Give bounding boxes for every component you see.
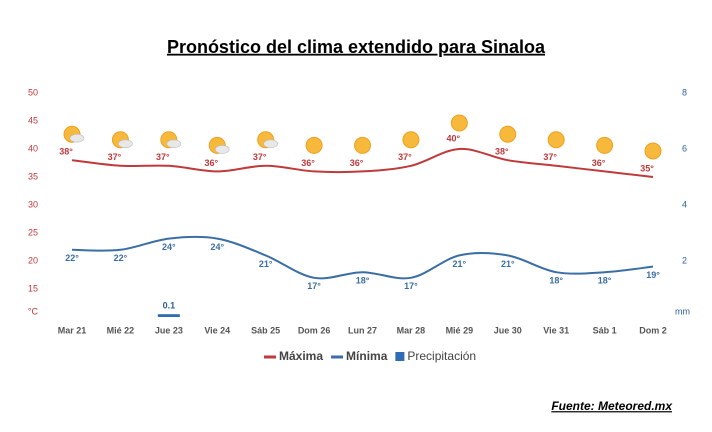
x-tick-label: Dom 2	[639, 325, 667, 335]
x-tick-label: Mié 29	[446, 325, 474, 335]
legend-label: Mínima	[346, 349, 388, 363]
data-label: 17°	[404, 281, 418, 291]
data-label: 19°	[646, 270, 660, 280]
data-label: 36°	[301, 158, 315, 168]
data-label: 18°	[598, 276, 612, 286]
x-tick-label: Sáb 25	[251, 325, 280, 335]
y-tick-label: 15	[28, 283, 38, 293]
weather-icon-cloud	[214, 145, 230, 154]
data-label: 17°	[307, 281, 321, 291]
data-label: 36°	[350, 158, 364, 168]
y-tick-label: 45	[28, 115, 38, 125]
y-tick-label: 30	[28, 199, 38, 209]
y2-tick-label: 6	[682, 143, 687, 153]
data-label: 37°	[543, 152, 557, 162]
data-label: 38°	[495, 147, 509, 157]
x-tick-label: Jue 23	[155, 325, 183, 335]
source: Fuente: Meteored.mx	[551, 399, 673, 413]
y-tick-label: 35	[28, 171, 38, 181]
precip-bar	[157, 314, 180, 317]
weather-icon	[305, 136, 323, 154]
data-label: 24°	[162, 242, 176, 252]
data-label: 36°	[592, 158, 606, 168]
precip-label: 0.1	[163, 301, 176, 311]
x-tick-label: Mié 22	[107, 325, 135, 335]
data-label: 22°	[65, 253, 79, 263]
weather-icon	[499, 125, 517, 143]
x-tick-label: Dom 26	[298, 325, 331, 335]
x-tick-label: Sáb 1	[593, 325, 617, 335]
data-label: 21°	[259, 259, 273, 269]
x-tick-label: Lun 27	[348, 325, 377, 335]
data-label: 18°	[356, 276, 370, 286]
data-label: 37°	[156, 152, 170, 162]
y2-tick-label: mm	[675, 306, 690, 316]
y2-tick-label: 8	[682, 87, 687, 97]
legend-label: Precipitación	[407, 349, 476, 363]
x-tick-label: Vie 24	[204, 325, 230, 335]
y-tick-label: 20	[28, 255, 38, 265]
weather-icon-cloud	[166, 139, 182, 149]
weather-icon-cloud	[118, 139, 133, 149]
data-label: 35°	[640, 163, 654, 173]
data-label: 40°	[447, 133, 461, 143]
data-label: 38°	[59, 147, 73, 157]
weather-icon-cloud	[69, 133, 85, 143]
data-label: 18°	[549, 276, 563, 286]
data-label: 24°	[210, 242, 224, 252]
y-tick-label: °C	[28, 306, 39, 316]
data-label: 37°	[108, 152, 122, 162]
y-tick-label: 25	[28, 227, 38, 237]
x-tick-label: Vie 31	[543, 325, 569, 335]
legend-label: Máxima	[279, 349, 323, 363]
weather-icon	[547, 131, 565, 149]
y-tick-label: 50	[28, 87, 38, 97]
data-label: 22°	[114, 253, 128, 263]
weather-icon	[644, 142, 662, 160]
chart-title: Pronóstico del clima extendido para Sina…	[167, 37, 546, 57]
data-label: 37°	[253, 152, 267, 162]
data-label: 36°	[204, 158, 218, 168]
line-1	[71, 235, 654, 280]
weather-icon-cloud	[263, 139, 278, 149]
legend-swatch	[395, 352, 405, 361]
data-label: 21°	[501, 259, 515, 269]
y2-tick-label: 4	[682, 199, 687, 209]
weather-icon	[450, 114, 468, 132]
x-tick-label: Mar 21	[58, 325, 87, 335]
data-label: 21°	[453, 259, 467, 269]
y-tick-label: 40	[28, 143, 38, 153]
weather-icon	[354, 136, 371, 154]
line-0	[71, 147, 654, 178]
weather-icon	[596, 136, 614, 154]
y2-tick-label: 2	[682, 255, 687, 265]
data-label: 37°	[398, 152, 412, 162]
x-tick-label: Jue 30	[494, 325, 522, 335]
weather-icon	[402, 131, 420, 149]
x-tick-label: Mar 28	[397, 325, 426, 335]
